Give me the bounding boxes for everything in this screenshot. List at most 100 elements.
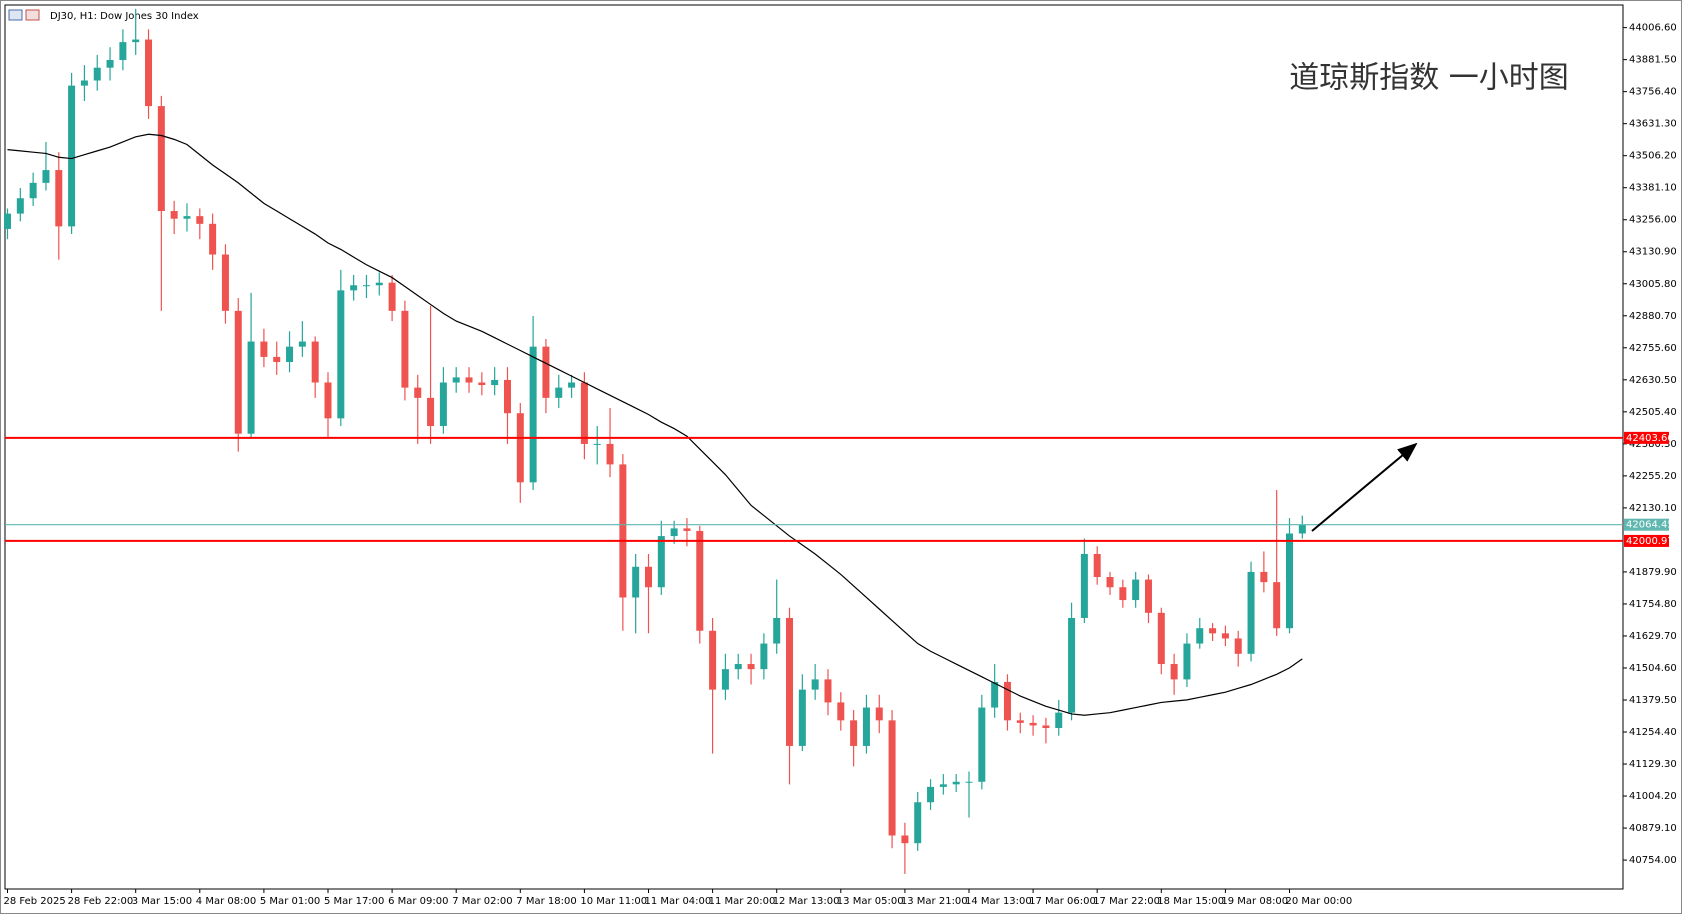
- y-tick-label: 41379.50: [1629, 695, 1677, 706]
- y-tick-label: 41879.90: [1629, 567, 1677, 578]
- candle-body: [427, 397, 435, 427]
- candle-body: [401, 310, 409, 388]
- candle-body: [1119, 587, 1127, 601]
- candle-body: [145, 39, 153, 107]
- candle-body: [1183, 643, 1191, 680]
- candle-body: [170, 211, 178, 219]
- y-tick-label: 41754.80: [1629, 599, 1677, 610]
- candle-body: [183, 216, 191, 219]
- y-tick-label: 43130.90: [1629, 247, 1677, 258]
- candle-body: [786, 617, 794, 746]
- candle-body: [273, 356, 281, 363]
- candle-body: [747, 664, 755, 670]
- y-tick-label: 42630.50: [1629, 375, 1677, 386]
- candle-body: [1068, 617, 1076, 713]
- candle-body: [1298, 524, 1306, 534]
- candle-body: [157, 106, 165, 212]
- candle-body: [93, 67, 101, 81]
- y-tick-label: 43506.20: [1629, 151, 1677, 162]
- candle-body: [645, 566, 652, 588]
- y-tick-label: 42755.60: [1629, 343, 1677, 354]
- x-tick-label: 5 Mar 01:00: [260, 896, 320, 907]
- candle-body: [978, 707, 986, 782]
- candle-body: [709, 630, 717, 690]
- plot: 44006.60 43881.50 43756.40 43631.30 43506.20…: [4, 8, 1677, 907]
- x-tick-label: 13 Mar 05:00: [837, 896, 904, 907]
- y-tick-label: 40879.10: [1629, 823, 1677, 834]
- candle-body: [927, 786, 935, 803]
- y-tick-label: 42130.10: [1629, 503, 1677, 514]
- candle-body: [414, 387, 422, 398]
- plot-frame: [4, 4, 1624, 890]
- candle-body: [42, 170, 50, 183]
- candle-body: [1080, 553, 1088, 618]
- candle-body: [1209, 628, 1217, 634]
- candle-body: [221, 254, 229, 311]
- y-tick-label: 43256.00: [1629, 215, 1677, 226]
- candle-body: [16, 198, 24, 214]
- chart-title: DJ30, H1: Dow Jones 30 Index: [50, 11, 199, 22]
- candle-body: [1234, 638, 1242, 654]
- candle-body: [119, 42, 127, 61]
- candle-body: [555, 387, 563, 398]
- candle-body: [362, 285, 370, 287]
- x-tick-label: 11 Mar 04:00: [645, 896, 712, 907]
- candle-body: [824, 679, 832, 703]
- y-tick-label: 42255.20: [1629, 471, 1677, 482]
- candle-body: [1016, 720, 1024, 723]
- candle-body: [196, 216, 204, 224]
- x-tick-label: 13 Mar 21:00: [901, 896, 968, 907]
- candle-body: [965, 781, 973, 783]
- level-label-box: [1624, 431, 1669, 444]
- candle-body: [1055, 712, 1063, 729]
- candle-body: [888, 720, 896, 836]
- x-tick-label: 18 Mar 15:00: [1157, 896, 1224, 907]
- y-tick-label: 41254.40: [1629, 727, 1677, 738]
- candle-body: [580, 382, 588, 444]
- y-tick-label: 41129.30: [1629, 759, 1677, 770]
- candle-body: [657, 536, 665, 588]
- candle-body: [721, 669, 729, 690]
- y-tick-label: 43756.40: [1629, 87, 1677, 98]
- candle-body: [862, 707, 870, 746]
- candle-body: [503, 379, 511, 414]
- x-tick-label: 3 Mar 15:00: [132, 896, 192, 907]
- candle-body: [529, 346, 537, 483]
- candle-body: [914, 802, 922, 844]
- y-tick-label: 43005.80: [1629, 279, 1677, 290]
- candle-body: [773, 617, 781, 644]
- level-label-box: [1624, 518, 1669, 531]
- candle-body: [234, 310, 242, 434]
- x-tick-label: 6 Mar 09:00: [388, 896, 448, 907]
- candle-body: [1247, 571, 1255, 654]
- candle-body: [670, 528, 678, 537]
- candle-body: [991, 681, 999, 708]
- x-tick-label: 7 Mar 18:00: [516, 896, 576, 907]
- candle-body: [593, 443, 601, 445]
- candle-body: [388, 282, 396, 311]
- y-tick-label: 43881.50: [1629, 55, 1677, 66]
- candle-body: [568, 382, 576, 388]
- x-tick-label: 12 Mar 13:00: [773, 896, 840, 907]
- y-tick-label: 41004.20: [1629, 791, 1677, 802]
- candle-body: [132, 39, 140, 43]
- y-tick-label: 42880.70: [1629, 311, 1677, 322]
- candle-body: [875, 707, 883, 721]
- candle-body: [1260, 571, 1268, 583]
- x-tick-label: 19 Mar 08:00: [1221, 896, 1288, 907]
- annotation: 道琼斯指数 一小时图: [1289, 61, 1569, 96]
- candle-body: [837, 702, 845, 721]
- x-tick-label: 7 Mar 02:00: [452, 896, 512, 907]
- x-tick-label: 28 Feb 22:00: [68, 896, 134, 907]
- candle-body: [939, 784, 947, 787]
- x-tick-label: 14 Mar 13:00: [965, 896, 1032, 907]
- candle-body: [1003, 681, 1011, 721]
- candle-body: [209, 223, 217, 255]
- candle-body: [619, 464, 627, 598]
- candle-body: [1170, 664, 1178, 680]
- candle-body: [375, 282, 383, 286]
- candle-body: [1157, 612, 1165, 665]
- y-tick-label: 41504.60: [1629, 663, 1677, 674]
